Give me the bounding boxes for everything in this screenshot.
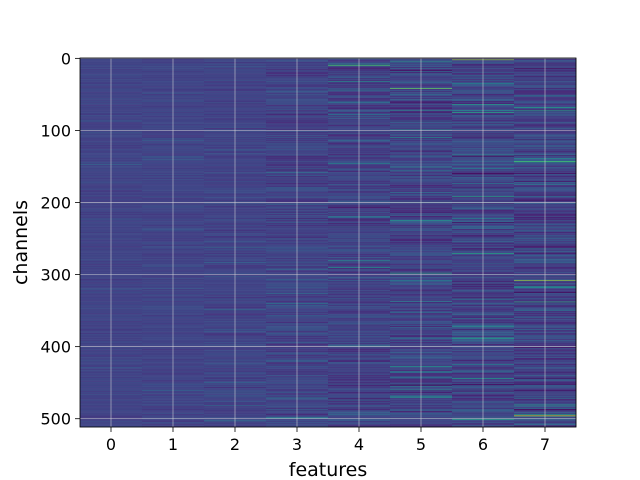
grid-lines <box>80 58 576 427</box>
y-tick-label: 400 <box>40 338 71 357</box>
x-tick-label: 2 <box>230 435 240 454</box>
y-tick-label: 300 <box>40 266 71 285</box>
x-tick-label: 6 <box>478 435 488 454</box>
y-axis-ticks: 0 100 200 300 400 500 <box>40 49 80 429</box>
y-tick-label: 100 <box>40 121 71 140</box>
x-tick-label: 5 <box>416 435 426 454</box>
x-tick-label: 0 <box>106 435 116 454</box>
y-tick-label: 0 <box>61 49 71 68</box>
x-tick-label: 7 <box>540 435 550 454</box>
y-tick-label: 200 <box>40 194 71 213</box>
heatmap-cells <box>80 58 577 428</box>
x-axis-ticks: 0 1 2 3 4 5 6 7 <box>106 427 550 454</box>
plot-frame <box>79 57 577 428</box>
x-tick-label: 1 <box>168 435 178 454</box>
x-tick-label: 4 <box>354 435 364 454</box>
y-tick-label: 500 <box>40 410 71 429</box>
y-axis-label: channels <box>10 200 32 285</box>
x-axis-label: features <box>289 459 368 480</box>
x-tick-label: 3 <box>292 435 302 454</box>
